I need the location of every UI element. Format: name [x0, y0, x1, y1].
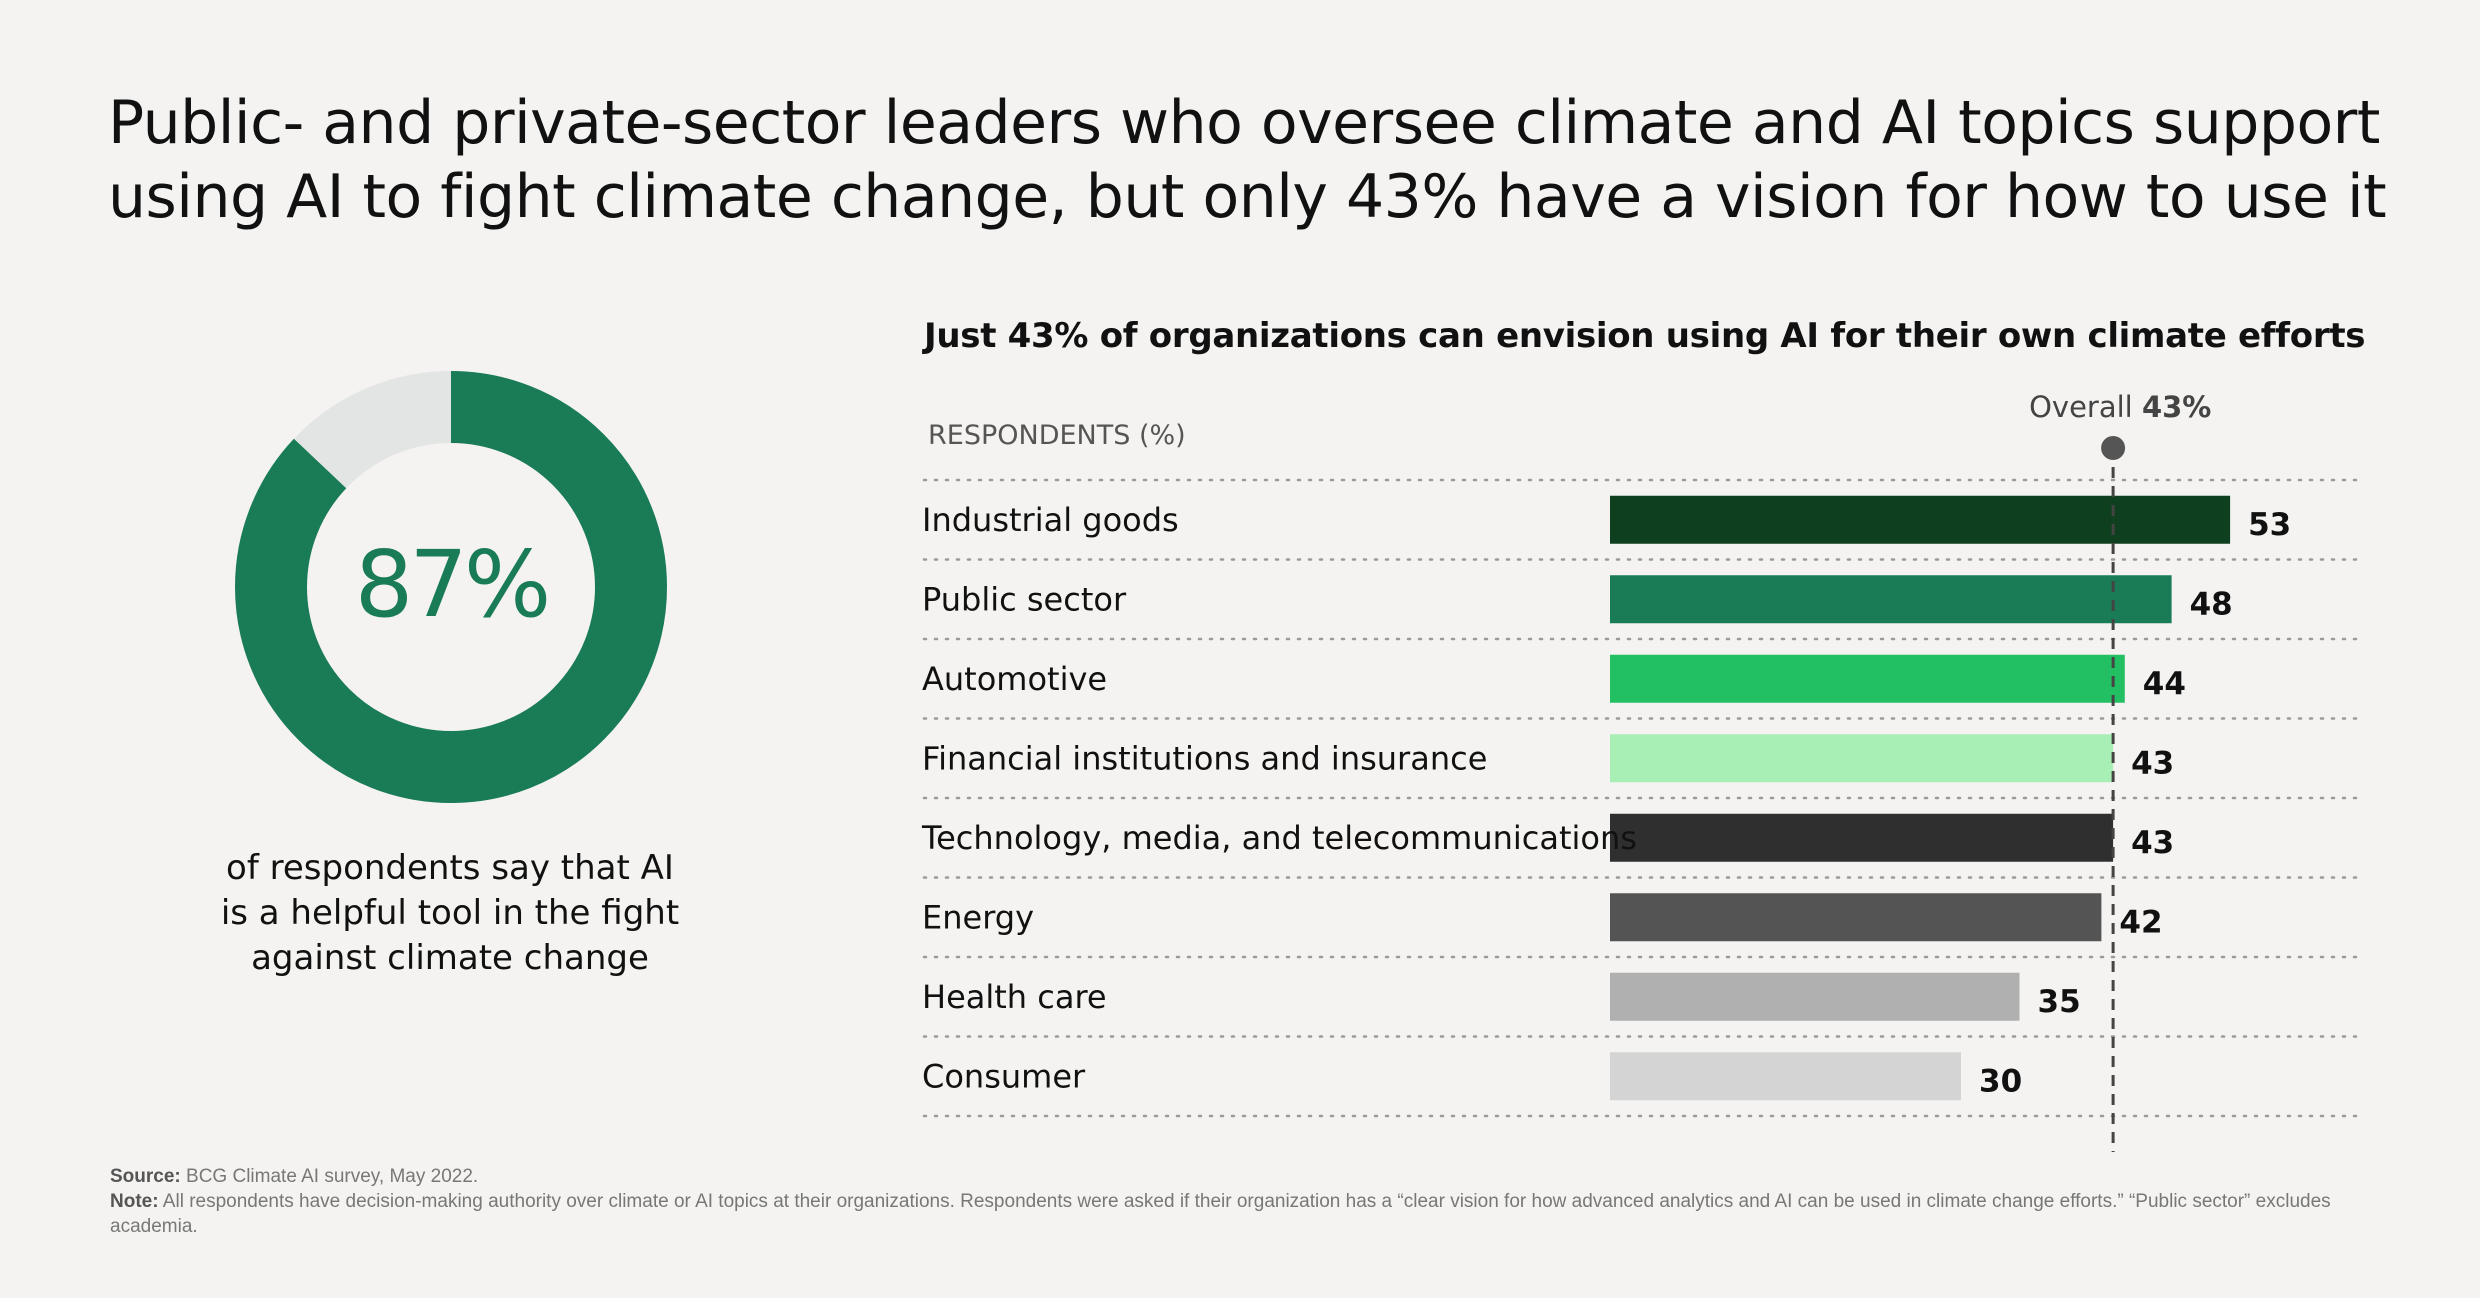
source-text: BCG Climate AI survey, May 2022.	[186, 1166, 479, 1187]
source-line: Source: BCG Climate AI survey, May 2022.	[110, 1164, 2370, 1189]
donut-arc	[235, 371, 667, 803]
value-label: 43	[2131, 825, 2174, 861]
bar	[1610, 734, 2114, 783]
category-label: Technology, media, and telecommunication…	[921, 819, 1637, 857]
note-text: All respondents have decision-making aut…	[110, 1191, 2331, 1237]
category-label: Financial institutions and insurance	[922, 739, 1487, 777]
value-label: 48	[2190, 586, 2233, 622]
axis-label: RESPONDENTS (%)	[928, 420, 1186, 451]
donut-caption-line-3: against climate change	[251, 938, 649, 978]
value-label: 44	[2143, 666, 2186, 702]
note-line: Note: All respondents have decision-maki…	[110, 1189, 2370, 1239]
value-label: 43	[2131, 745, 2174, 781]
page-title: Public- and private-sector leaders who o…	[108, 86, 2408, 234]
donut-value-label: 87%	[355, 531, 547, 638]
bar	[1610, 495, 2231, 544]
reference-marker	[2101, 436, 2126, 460]
reference-value: 43%	[2142, 390, 2211, 424]
donut-caption-line-2: is a helpful tool in the fight	[220, 893, 680, 933]
bar	[1610, 813, 2114, 862]
bar	[1610, 893, 2102, 942]
bar	[1610, 972, 2020, 1021]
reference-label: Overall 43%	[2029, 390, 2211, 424]
value-label: 35	[2038, 984, 2081, 1020]
value-label: 30	[1979, 1063, 2022, 1099]
donut-chart: 87%	[235, 371, 667, 803]
donut-caption-line-1: of respondents say that AI	[226, 848, 674, 888]
category-label: Consumer	[922, 1057, 1086, 1095]
value-label: 42	[2119, 904, 2162, 940]
value-label: 53	[2248, 507, 2291, 543]
reference-label-text: Overall	[2029, 390, 2142, 424]
note-label: Note:	[110, 1191, 159, 1212]
category-label: Health care	[922, 978, 1107, 1016]
footer-notes: Source: BCG Climate AI survey, May 2022.…	[110, 1164, 2370, 1239]
category-label: Automotive	[922, 660, 1107, 698]
category-label: Public sector	[922, 580, 1127, 618]
title-line-2: using AI to fight climate change, but on…	[108, 162, 2387, 232]
donut-caption: of respondents say that AI is a helpful …	[150, 846, 750, 981]
category-label: Energy	[922, 898, 1034, 936]
bar	[1610, 1052, 1961, 1101]
category-label: Industrial goods	[922, 501, 1179, 539]
bar	[1610, 654, 2125, 703]
source-label: Source:	[110, 1166, 181, 1187]
title-line-1: Public- and private-sector leaders who o…	[108, 88, 2380, 158]
bar	[1610, 575, 2172, 624]
chart-title: Just 43% of organizations can envision u…	[924, 316, 2366, 356]
